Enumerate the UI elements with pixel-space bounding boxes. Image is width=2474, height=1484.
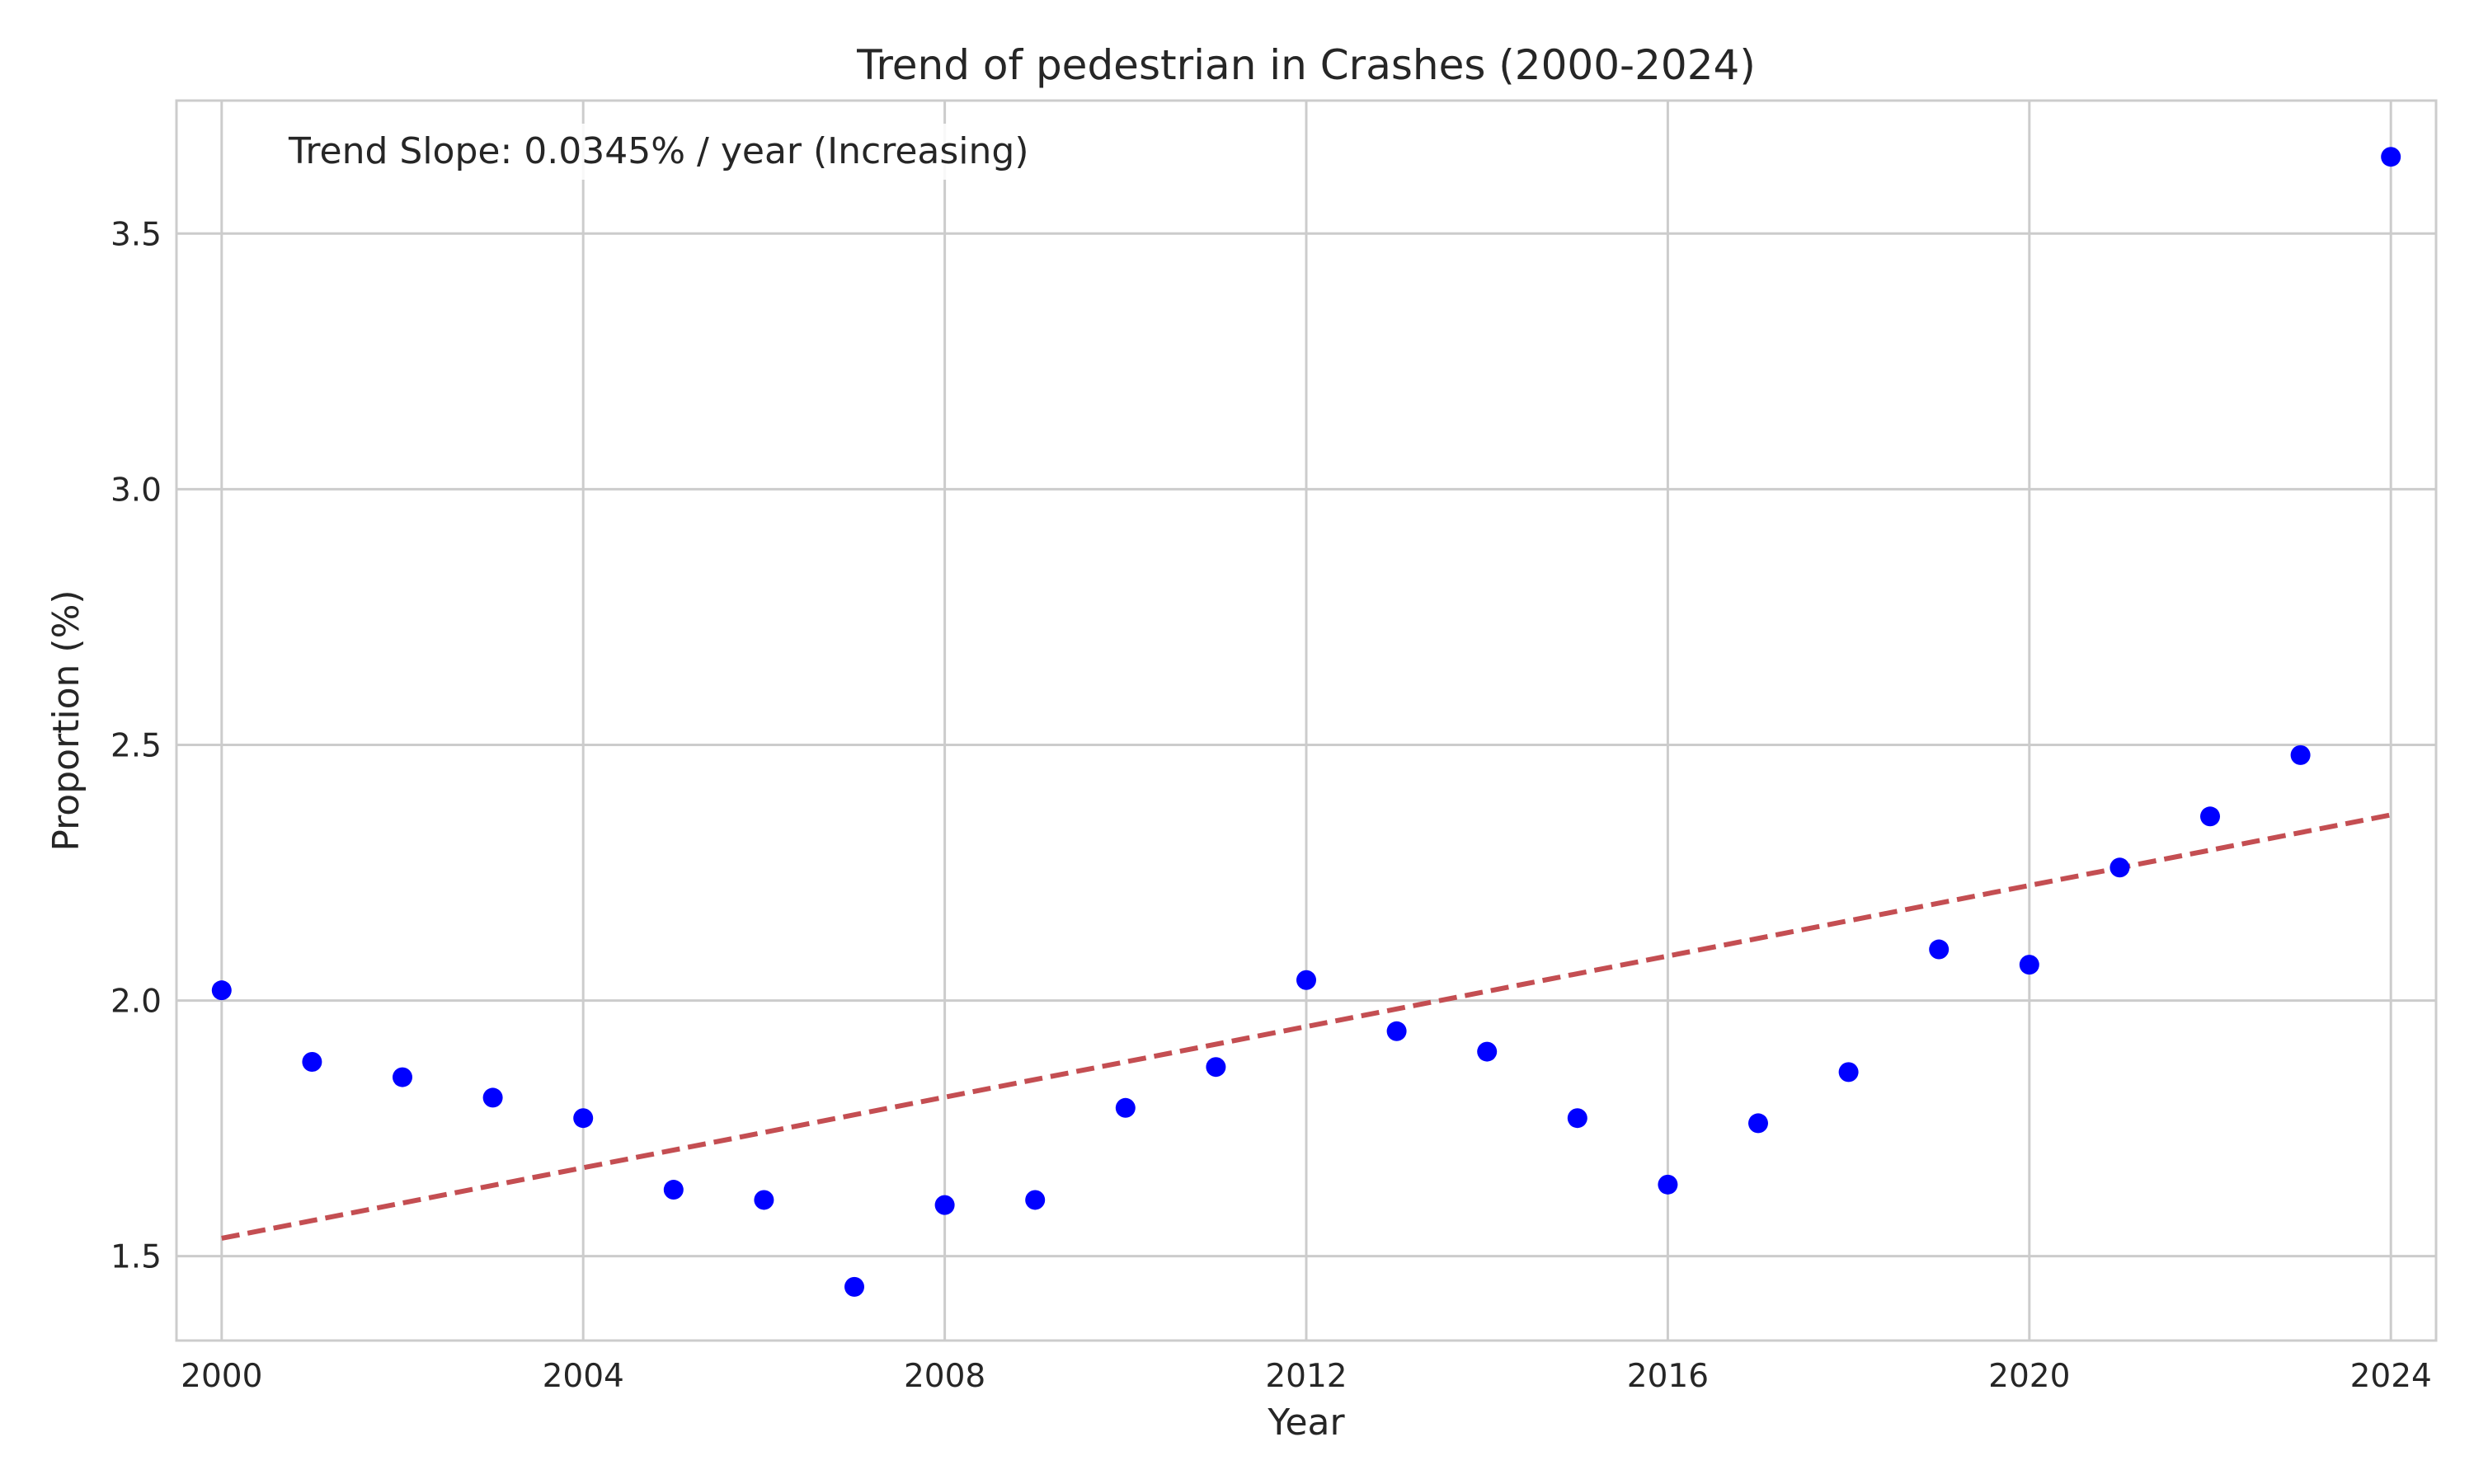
data-point: [1658, 1174, 1678, 1195]
data-point: [2019, 955, 2039, 975]
trend-slope-annotation: Trend Slope: 0.0345% / year (Increasing): [288, 130, 1029, 172]
data-point: [754, 1190, 774, 1210]
data-point: [211, 980, 232, 1001]
data-point: [393, 1067, 412, 1087]
data-point: [1567, 1108, 1587, 1129]
data-point: [573, 1108, 594, 1129]
data-point: [2381, 147, 2401, 167]
data-point: [1748, 1113, 1768, 1134]
x-tick-label: 2000: [181, 1358, 262, 1395]
tick-labels: 2000 2004 2008 2012 2016 2020 2024 1.5 2.0 2.5 3.0…: [111, 216, 2432, 1395]
y-axis-label: Proportion (%): [45, 589, 87, 851]
y-tick-label: 2.0: [111, 984, 162, 1021]
grid-lines: [176, 101, 2436, 1341]
y-tick-label: 3.0: [111, 472, 162, 509]
x-axis-label: Year: [1267, 1402, 1345, 1444]
data-point: [1115, 1097, 1136, 1118]
chart-title: Trend of pedestrian in Crashes (2000-202…: [856, 41, 1756, 89]
data-point: [2109, 857, 2130, 878]
x-tick-label: 2016: [1627, 1358, 1709, 1395]
data-point: [1929, 939, 1950, 960]
y-tick-label: 3.5: [111, 216, 162, 253]
x-tick-label: 2020: [1988, 1358, 2070, 1395]
data-point: [1206, 1057, 1226, 1078]
y-tick-label: 1.5: [111, 1239, 162, 1276]
data-point: [1386, 1021, 1407, 1041]
data-point: [1838, 1062, 1859, 1082]
data-point: [1025, 1190, 1046, 1210]
annotation-box: [272, 124, 1155, 180]
data-point: [482, 1087, 503, 1108]
x-tick-label: 2012: [1265, 1358, 1347, 1395]
y-tick-label: 2.5: [111, 727, 162, 764]
scatter-points: [211, 147, 2401, 1297]
data-point: [844, 1276, 864, 1297]
data-point: [1477, 1041, 1498, 1062]
data-point: [934, 1195, 955, 1215]
x-tick-label: 2024: [2350, 1358, 2432, 1395]
data-point: [2290, 744, 2311, 765]
plot-frame: [175, 99, 2438, 1342]
x-tick-label: 2004: [543, 1358, 624, 1395]
data-point: [2200, 806, 2220, 827]
data-point: [663, 1180, 684, 1200]
x-tick-label: 2008: [904, 1358, 985, 1395]
data-point: [302, 1051, 322, 1072]
data-point: [1296, 970, 1316, 990]
